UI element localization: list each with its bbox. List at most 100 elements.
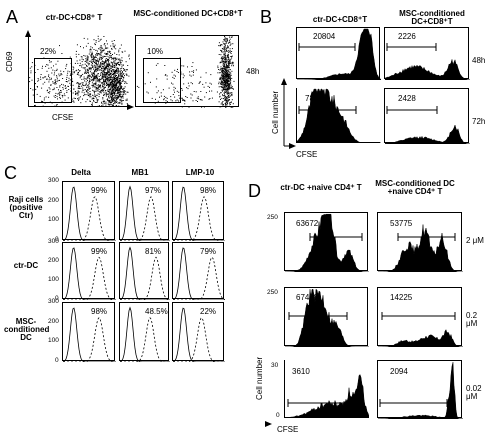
panel-a-event-dot	[77, 91, 79, 93]
panel-a-event-dot	[227, 74, 229, 76]
panel-a-event-dot	[114, 58, 116, 60]
panel-a-event-dot	[223, 66, 225, 67]
panel-a-event-dot	[171, 100, 173, 102]
panel-a-event-dot	[205, 92, 207, 94]
panel-a-event-dot	[230, 78, 231, 80]
panel-d-hist-msc-002um	[377, 360, 464, 420]
panel-a-event-dot	[83, 85, 85, 87]
panel-b-time-48h: 48h	[472, 56, 486, 65]
panel-a-event-dot	[84, 80, 86, 82]
panel-a-event-dot	[92, 97, 94, 99]
panel-a-event-dot	[110, 67, 112, 69]
panel-a-event-dot	[40, 78, 42, 80]
panel-a-event-dot	[105, 106, 107, 107]
panel-a-event-dot	[223, 54, 225, 56]
panel-a-event-dot	[107, 100, 109, 101]
panel-a-event-dot	[84, 63, 86, 65]
panel-a-event-dot	[94, 90, 95, 92]
panel-a-event-dot	[225, 83, 227, 85]
panel-a-event-dot	[228, 65, 230, 67]
panel-a-event-dot	[82, 98, 83, 100]
panel-a-event-dot	[112, 94, 113, 96]
panel-a-event-dot	[222, 71, 224, 73]
panel-a-event-dot	[116, 88, 118, 90]
panel-a-event-dot	[108, 63, 110, 65]
panel-a-event-dot	[73, 67, 75, 69]
panel-a-event-dot	[86, 57, 88, 59]
panel-a-event-dot	[225, 41, 227, 43]
panel-a-event-dot	[107, 88, 109, 90]
panel-a-event-dot	[87, 70, 89, 72]
panel-a-event-dot	[37, 80, 39, 82]
panel-a-event-dot	[96, 94, 98, 96]
panel-a-event-dot	[109, 100, 110, 102]
panel-a-event-dot	[230, 53, 232, 54]
panel-a-event-dot	[119, 101, 121, 103]
panel-a-event-dot	[42, 77, 44, 79]
panel-a-event-dot	[89, 60, 91, 62]
panel-a-event-dot	[50, 67, 52, 69]
panel-a-event-dot	[112, 85, 114, 87]
panel-d-letter: D	[248, 181, 261, 201]
panel-a-event-dot	[229, 83, 231, 85]
panel-a-event-dot	[85, 81, 87, 83]
panel-a-event-dot	[101, 68, 103, 70]
panel-a-event-dot	[100, 85, 101, 87]
panel-a-event-dot	[114, 83, 116, 85]
panel-a-event-dot	[104, 72, 106, 73]
panel-a-event-dot	[97, 50, 98, 52]
panel-a-event-dot	[109, 64, 111, 66]
panel-a-event-dot	[93, 98, 95, 100]
panel-a-event-dot	[228, 67, 230, 69]
panel-a-event-dot	[118, 83, 120, 85]
panel-a-event-dot	[119, 80, 120, 81]
panel-b-hist-ctr-72h	[296, 88, 381, 144]
panel-a-event-dot	[65, 68, 67, 70]
panel-a-event-dot	[103, 100, 105, 102]
panel-a-event-dot	[220, 76, 222, 78]
panel-a-event-dot	[224, 68, 225, 70]
panel-a-event-dot	[110, 75, 112, 77]
panel-a-event-dot	[95, 84, 96, 86]
panel-a-event-dot	[90, 55, 92, 57]
panel-a-event-dot	[40, 74, 42, 75]
panel-a-event-dot	[52, 81, 54, 83]
panel-a-event-dot	[119, 82, 121, 84]
panel-a-event-dot	[225, 89, 227, 91]
panel-a-event-dot	[103, 61, 105, 63]
panel-a-event-dot	[109, 89, 111, 91]
panel-a-event-dot	[113, 80, 115, 82]
panel-a-event-dot	[76, 44, 78, 46]
panel-c-ytick: 100	[48, 216, 59, 223]
panel-d-histogram-ctr-002um	[284, 374, 370, 419]
panel-a-event-dot	[49, 91, 51, 93]
panel-a-event-dot	[98, 105, 100, 107]
panel-a-event-dot	[94, 62, 96, 64]
panel-a-event-dot	[226, 37, 228, 39]
panel-a-event-dot	[118, 51, 120, 53]
panel-a-event-dot	[119, 71, 121, 73]
panel-a-event-dot	[93, 73, 95, 75]
panel-a-event-dot	[107, 90, 109, 92]
panel-a-event-dot	[222, 87, 224, 89]
panel-a-event-dot	[97, 60, 99, 61]
panel-a-event-dot	[119, 81, 121, 83]
panel-a-event-dot	[224, 45, 226, 47]
panel-a-event-dot	[90, 106, 92, 108]
panel-a-event-dot	[190, 82, 192, 84]
panel-a-event-dot	[100, 87, 102, 89]
panel-a-event-dot	[122, 90, 124, 92]
panel-a-event-dot	[106, 65, 108, 67]
panel-a-event-dot	[95, 76, 97, 78]
panel-a-event-dot	[92, 57, 94, 59]
panel-a-event-dot	[97, 74, 99, 76]
panel-a-event-dot	[222, 104, 224, 105]
panel-a-event-dot	[121, 75, 122, 77]
panel-a-event-dot	[30, 88, 32, 89]
panel-a-event-dot	[107, 59, 109, 61]
panel-a-event-dot	[120, 73, 122, 75]
panel-a-event-dot	[118, 88, 120, 90]
panel-c-percent-r1-c1: 81%	[145, 247, 162, 256]
panel-a-event-dot	[225, 77, 227, 79]
panel-a-event-dot	[222, 87, 224, 89]
